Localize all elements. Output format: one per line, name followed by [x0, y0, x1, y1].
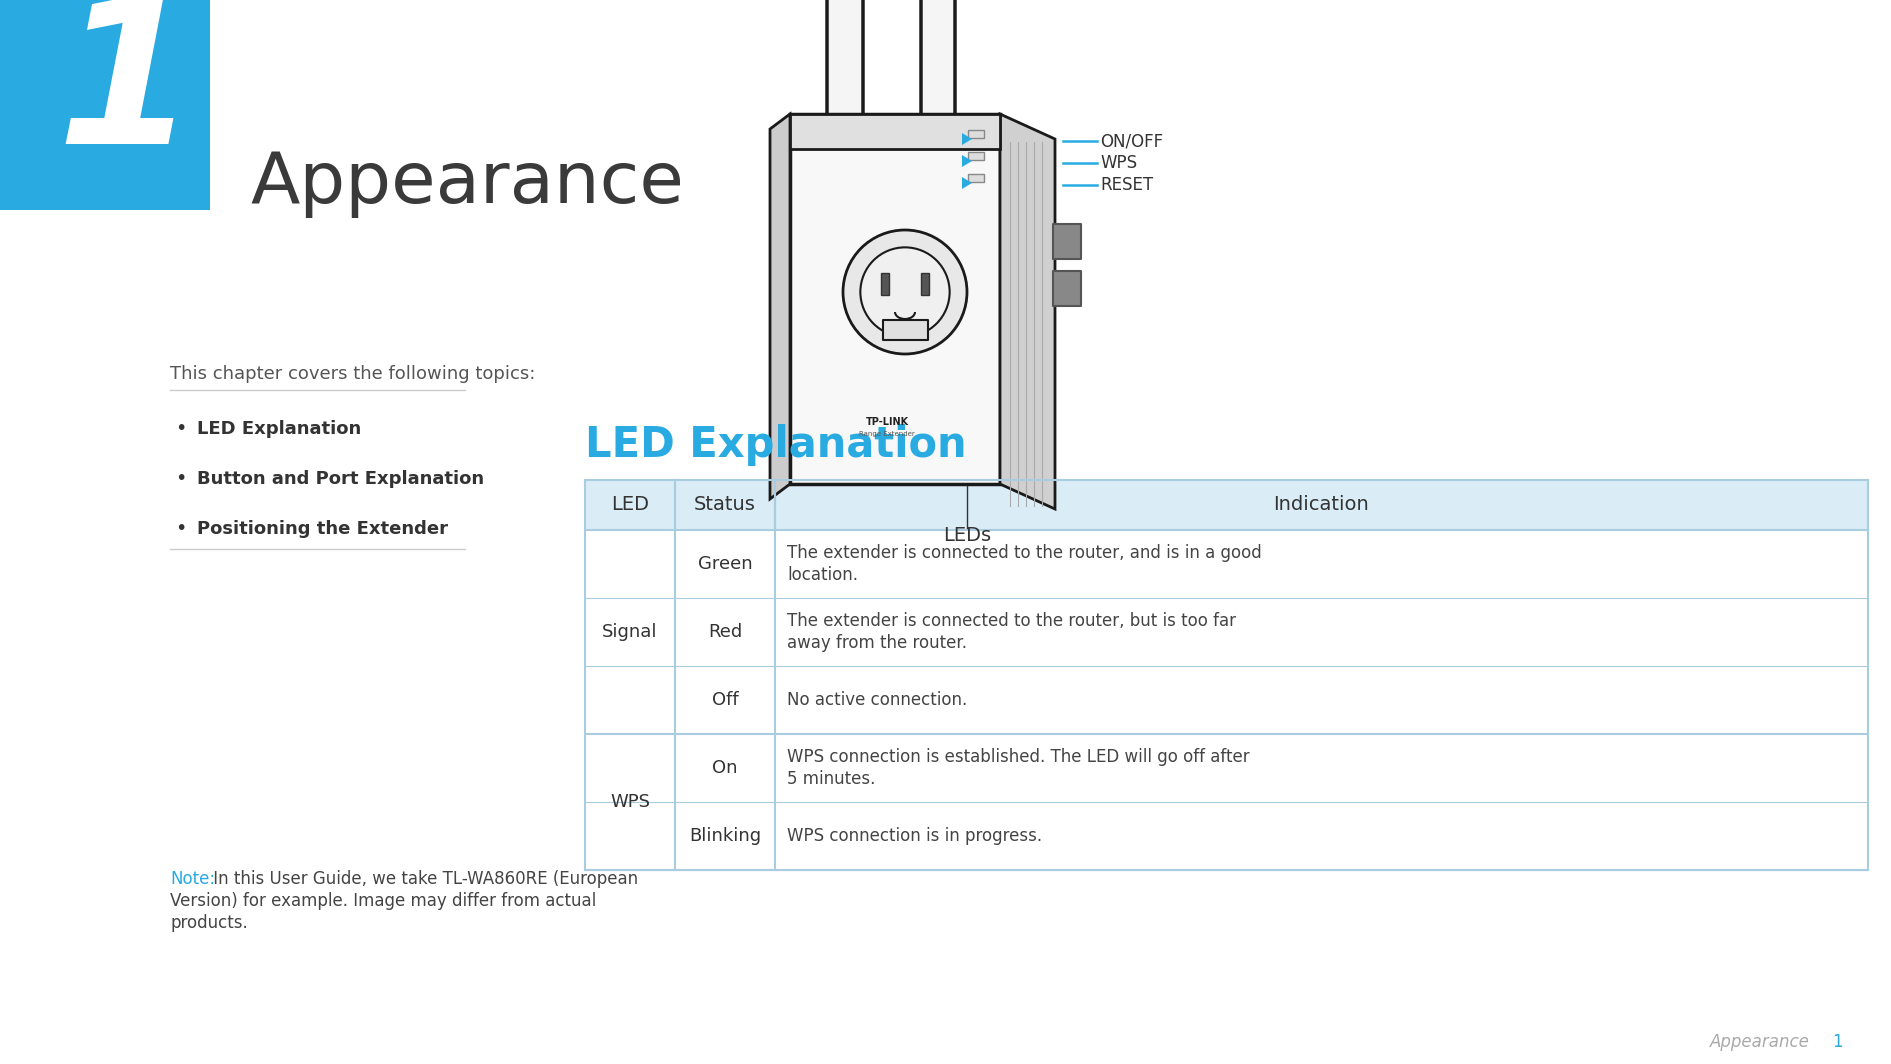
FancyBboxPatch shape: [826, 0, 862, 123]
Bar: [883, 320, 928, 340]
Text: Appearance: Appearance: [1709, 1033, 1819, 1051]
Text: RESET: RESET: [1101, 176, 1154, 194]
Bar: [584, 802, 1868, 870]
Polygon shape: [1000, 114, 1055, 509]
Bar: [921, 273, 928, 295]
Bar: [790, 114, 1000, 484]
Text: Range Extender: Range Extender: [859, 431, 915, 437]
Text: Appearance: Appearance: [250, 150, 685, 218]
Text: 5 minutes.: 5 minutes.: [787, 770, 876, 788]
Bar: [1053, 225, 1082, 259]
Text: TP-LINK: TP-LINK: [866, 417, 908, 427]
Bar: [968, 174, 983, 182]
Polygon shape: [963, 177, 972, 189]
Polygon shape: [770, 114, 790, 499]
Circle shape: [843, 230, 966, 354]
Text: 1: 1: [57, 0, 197, 186]
Text: LED Explanation: LED Explanation: [584, 423, 966, 466]
Bar: [584, 480, 1868, 530]
Text: LEDs: LEDs: [944, 526, 991, 545]
Text: The extender is connected to the router, but is too far: The extender is connected to the router,…: [787, 612, 1237, 630]
Bar: [968, 152, 983, 160]
Text: Green: Green: [698, 555, 753, 573]
Text: Button and Port Explanation: Button and Port Explanation: [197, 470, 484, 488]
Bar: [881, 273, 889, 295]
Text: LED Explanation: LED Explanation: [197, 420, 361, 438]
Text: •: •: [176, 469, 187, 488]
Text: The extender is connected to the router, and is in a good: The extender is connected to the router,…: [787, 544, 1261, 562]
Text: Off: Off: [711, 691, 737, 709]
Text: Version) for example. Image may differ from actual: Version) for example. Image may differ f…: [170, 892, 596, 910]
Bar: [584, 598, 1868, 666]
Bar: [584, 666, 1868, 734]
Polygon shape: [963, 133, 972, 145]
Text: •: •: [176, 419, 187, 438]
Text: Indication: Indication: [1273, 496, 1369, 515]
Text: •: •: [176, 519, 187, 538]
FancyBboxPatch shape: [921, 0, 955, 123]
Bar: [968, 130, 983, 138]
Bar: [790, 114, 1000, 149]
Text: location.: location.: [787, 566, 859, 584]
Text: LED: LED: [611, 496, 649, 515]
Polygon shape: [963, 155, 972, 167]
Text: In this User Guide, we take TL-WA860RE (European: In this User Guide, we take TL-WA860RE (…: [208, 870, 637, 888]
Text: Note:: Note:: [170, 870, 216, 888]
Bar: [584, 530, 1868, 598]
Text: Red: Red: [707, 624, 741, 641]
Bar: [584, 734, 1868, 802]
Text: products.: products.: [170, 914, 248, 932]
Text: WPS: WPS: [1101, 154, 1136, 172]
Bar: [0, 0, 210, 210]
Text: Blinking: Blinking: [688, 827, 760, 845]
Text: WPS: WPS: [611, 793, 651, 811]
Circle shape: [860, 247, 949, 336]
Text: away from the router.: away from the router.: [787, 634, 966, 652]
Text: Signal: Signal: [601, 624, 658, 641]
Text: WPS connection is in progress.: WPS connection is in progress.: [787, 827, 1042, 845]
Text: On: On: [713, 759, 737, 777]
Text: Status: Status: [694, 496, 756, 515]
Bar: [1053, 271, 1082, 306]
Text: 1: 1: [1832, 1033, 1844, 1051]
Text: ON/OFF: ON/OFF: [1101, 132, 1163, 150]
Text: This chapter covers the following topics:: This chapter covers the following topics…: [170, 365, 535, 383]
Text: Positioning the Extender: Positioning the Extender: [197, 520, 448, 538]
Text: No active connection.: No active connection.: [787, 691, 968, 709]
Text: WPS connection is established. The LED will go off after: WPS connection is established. The LED w…: [787, 748, 1250, 766]
